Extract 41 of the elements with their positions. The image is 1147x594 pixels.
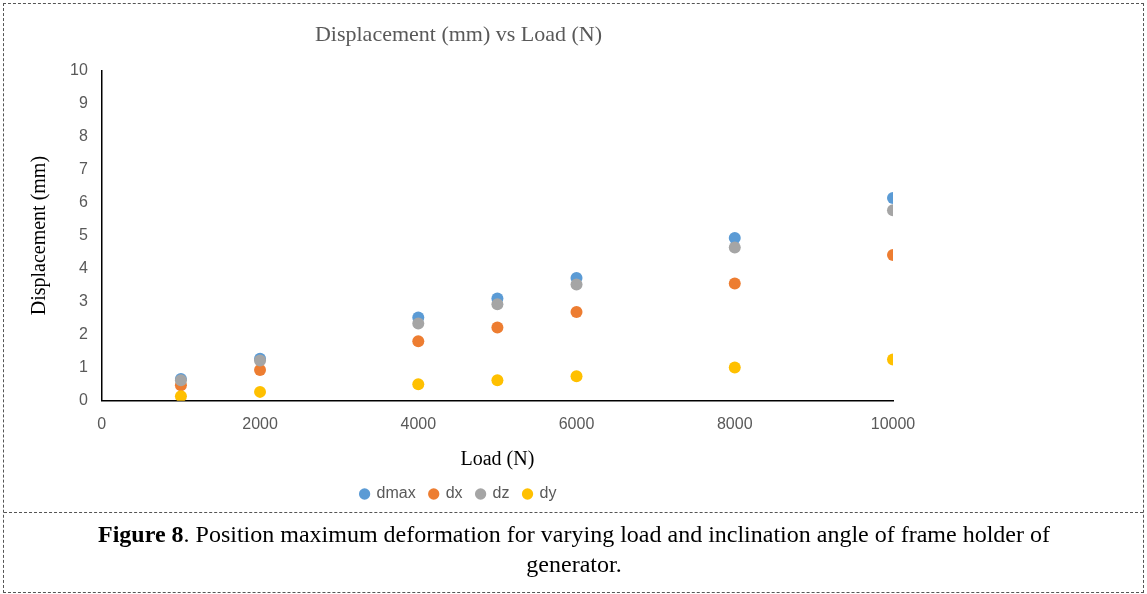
- x-tick-label: 6000: [558, 414, 595, 432]
- x-tick-label: 2000: [242, 414, 278, 432]
- point: [570, 370, 583, 383]
- caption: Figure 8: [98, 521, 184, 547]
- y-tick-label: 1: [78, 358, 88, 376]
- point: [254, 385, 267, 398]
- point: [570, 305, 583, 318]
- point: [491, 374, 504, 387]
- point: [728, 241, 741, 254]
- point: [570, 278, 583, 291]
- point: [491, 321, 504, 334]
- y-axis-title: Displacement (mm): [27, 155, 51, 316]
- legend-label: dmax: [376, 484, 416, 502]
- y-tick-label: 3: [78, 292, 88, 310]
- text: . Position maximum deformation for varying load and inclination angle of frame holder of generator.: [183, 521, 1050, 577]
- point: [254, 364, 267, 377]
- y-tick-label: 8: [78, 126, 88, 144]
- legend-label: dx: [445, 484, 463, 502]
- x-tick-label: 10000: [870, 414, 916, 432]
- point: [412, 378, 425, 391]
- point: [412, 335, 425, 348]
- point: [491, 298, 504, 311]
- y-tick-label: 6: [78, 192, 88, 210]
- point: [728, 277, 741, 290]
- x-axis-title: Load (N): [460, 447, 535, 471]
- y-tick-label: 4: [78, 259, 88, 277]
- y-tick-label: 10: [70, 60, 88, 78]
- point: [174, 390, 187, 401]
- x-tick-label: 4000: [400, 414, 437, 432]
- point: [412, 317, 425, 330]
- chart-title: Displacement (mm) vs Load (N): [314, 20, 603, 46]
- y-tick-label: 2: [78, 325, 88, 343]
- point: [728, 361, 741, 374]
- y-tick-label: 9: [78, 93, 88, 111]
- y-tick-label: 5: [78, 226, 88, 244]
- x-tick-label: 8000: [716, 414, 753, 432]
- y-tick-label: 7: [78, 159, 88, 177]
- legend-label: dz: [492, 484, 510, 502]
- y-tick-label: 0: [78, 391, 88, 409]
- legend-label: dy: [539, 484, 557, 502]
- x-tick-label: 0: [97, 414, 107, 432]
